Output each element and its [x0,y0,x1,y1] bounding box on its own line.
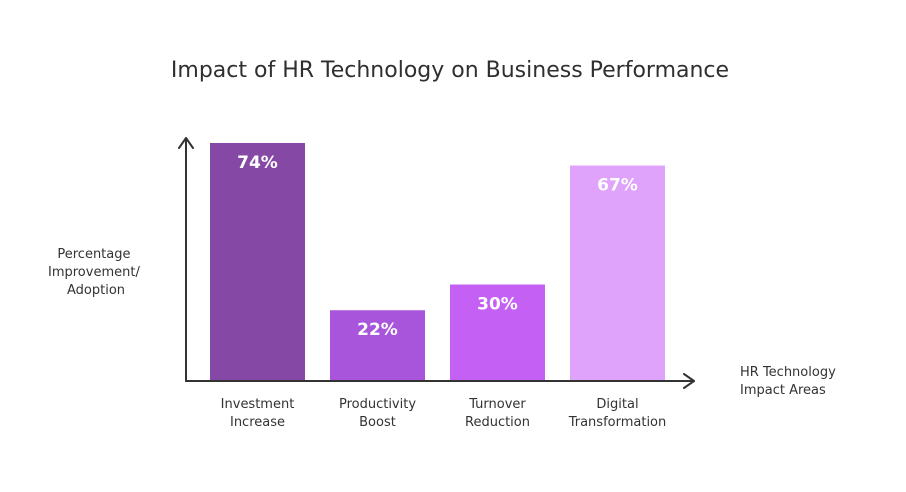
x-axis-label: HR Technology Impact Areas [740,365,840,398]
y-axis-label: Percentage Improvement/ Adoption [48,247,144,298]
x-axis-arrow [683,373,695,389]
bar-value-label-2: 30% [477,295,518,315]
category-label-2: Turnover Reduction [465,397,530,430]
chart-title: Impact of HR Technology on Business Perf… [171,58,729,83]
category-label-0: Investment Increase [221,397,295,430]
y-axis-label-line-1: Percentage [57,247,130,262]
x-axis-label-line-1: HR Technology [740,365,836,380]
bar-0 [210,143,305,381]
bar-value-label-1: 22% [357,320,398,340]
bars-group: 74% Investment Increase 22% Productivity Boos… [210,143,666,430]
y-axis-arrow [178,137,194,149]
y-axis-label-line-3: Adoption [67,283,125,298]
bar-value-label-0: 74% [237,153,278,173]
category-label-3: Digital Transformation [568,397,667,430]
category-label-1: Productivity Boost [339,397,416,430]
bar-3 [570,165,665,381]
bar-2 [450,284,545,381]
bar-value-label-3: 67% [597,176,638,196]
x-axis-label-line-2: Impact Areas [740,383,826,398]
bar-1 [330,310,425,381]
y-axis-label-line-2: Improvement/ [48,265,140,280]
